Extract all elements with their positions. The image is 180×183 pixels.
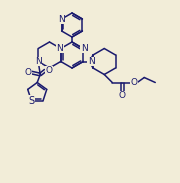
Text: O: O <box>45 66 52 75</box>
Text: N: N <box>81 44 88 53</box>
Text: O: O <box>119 92 126 100</box>
Text: N: N <box>58 14 65 23</box>
Text: N: N <box>35 57 42 66</box>
Text: S: S <box>28 96 34 106</box>
Text: O: O <box>24 68 31 77</box>
Text: O: O <box>131 78 138 87</box>
Text: N: N <box>88 57 95 66</box>
Text: N: N <box>56 44 63 53</box>
